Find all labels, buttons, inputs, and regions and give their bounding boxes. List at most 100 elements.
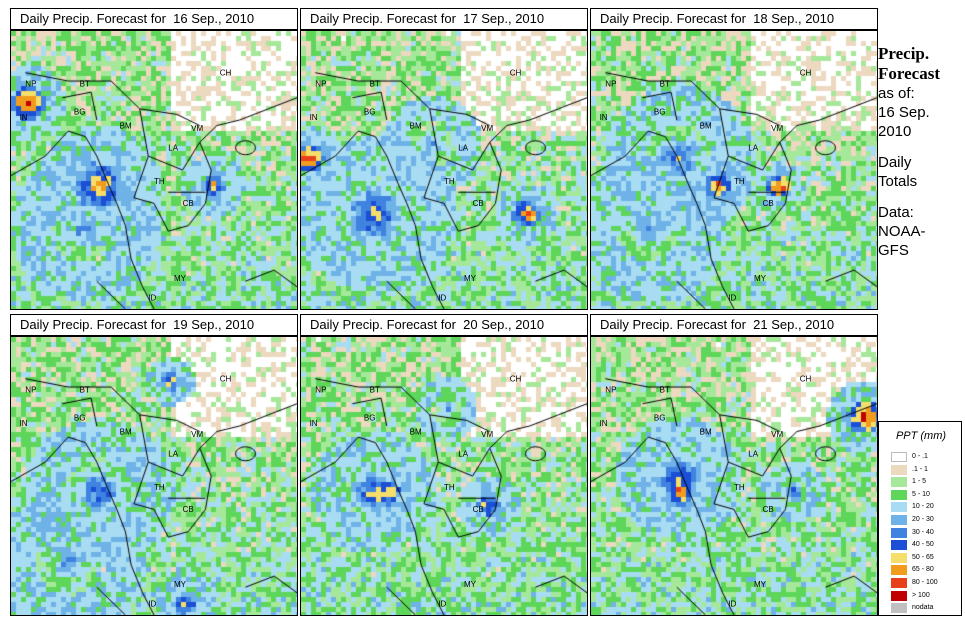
country-label-bt: BT (660, 386, 670, 395)
country-label-my: MY (174, 580, 187, 589)
country-labels: NP BT IN BG BM CH VM LA TH CB MY ID (310, 374, 522, 608)
country-label-np: NP (25, 80, 36, 89)
country-label-bt: BT (660, 80, 670, 89)
country-label-np: NP (315, 386, 326, 395)
forecast-panel-18-sep: Daily Precip. Forecast for 18 Sep., 2010… (590, 8, 880, 312)
country-label-my: MY (754, 274, 767, 283)
country-label-bg: BG (364, 413, 376, 422)
country-label-vm: VM (771, 124, 783, 133)
country-label-ch: CH (510, 374, 522, 383)
daily-label: Daily (878, 154, 912, 171)
panel-title: Daily Precip. Forecast for 16 Sep., 2010 (10, 8, 298, 30)
country-label-ch: CH (800, 374, 812, 383)
legend-label: nodata (912, 604, 934, 612)
country-label-my: MY (464, 274, 477, 283)
country-labels: NP BT IN BG BM CH VM LA TH CB MY ID (20, 68, 232, 303)
country-label-in: IN (20, 419, 28, 428)
country-label-in: IN (20, 113, 28, 122)
country-label-ch: CH (510, 68, 522, 77)
country-label-la: LA (748, 144, 758, 153)
country-label-bt: BT (80, 80, 90, 89)
country-label-id: ID (438, 294, 446, 303)
country-label-bt: BT (370, 80, 380, 89)
precip-raster (591, 31, 877, 309)
data-source-line2: GFS (878, 242, 909, 259)
country-label-id: ID (148, 294, 156, 303)
country-label-ch: CH (220, 374, 232, 383)
legend-label: 5 - 10 (912, 490, 930, 498)
forecast-panel-20-sep: Daily Precip. Forecast for 20 Sep., 2010… (300, 314, 590, 618)
forecast-panel-16-sep: Daily Precip. Forecast for 16 Sep., 2010… (10, 8, 300, 312)
legend-swatch (891, 540, 907, 551)
country-label-np: NP (25, 386, 36, 395)
country-label-vm: VM (191, 124, 203, 133)
country-label-bm: BM (120, 427, 132, 436)
panel-title: Daily Precip. Forecast for 17 Sep., 2010 (300, 8, 588, 30)
country-labels: NP BT IN BG BM CH VM LA TH CB MY ID (600, 68, 812, 303)
country-label-la: LA (458, 450, 468, 459)
country-label-la: LA (458, 144, 468, 153)
country-label-cb: CB (183, 199, 194, 208)
country-label-id: ID (728, 294, 736, 303)
as-of-label: as of: (878, 85, 915, 102)
country-label-np: NP (315, 80, 326, 89)
precip-map: NP BT IN BG BM CH VM LA TH CB MY ID (590, 30, 878, 310)
legend-label: 40 - 50 (912, 541, 934, 549)
legend-label: 65 - 80 (912, 566, 934, 574)
as-of-date-line1: 16 Sep. (878, 104, 930, 121)
panel-title: Daily Precip. Forecast for 18 Sep., 2010 (590, 8, 878, 30)
country-label-bg: BG (74, 413, 86, 422)
country-label-ch: CH (800, 68, 812, 77)
country-label-cb: CB (763, 505, 774, 514)
country-label-np: NP (605, 386, 616, 395)
forecast-panel-19-sep: Daily Precip. Forecast for 19 Sep., 2010… (10, 314, 300, 618)
country-label-cb: CB (473, 505, 484, 514)
panel-title: Daily Precip. Forecast for 19 Sep., 2010 (10, 314, 298, 336)
country-label-in: IN (310, 113, 318, 122)
country-label-np: NP (605, 80, 616, 89)
legend-swatch (891, 552, 907, 563)
forecast-panel-17-sep: Daily Precip. Forecast for 17 Sep., 2010… (300, 8, 590, 312)
legend-label: 1 - 5 (912, 478, 927, 486)
country-label-in: IN (310, 419, 318, 428)
precip-map: NP BT IN BG BM CH VM LA TH CB MY ID (300, 336, 588, 616)
legend-swatch (891, 578, 907, 588)
country-label-bg: BG (654, 107, 666, 116)
country-label-vm: VM (481, 124, 493, 133)
legend-label: .1 - 1 (912, 465, 928, 473)
legend-title: PPT (mm) (895, 430, 947, 442)
country-label-cb: CB (473, 199, 484, 208)
country-label-my: MY (754, 580, 767, 589)
precip-raster (301, 337, 587, 615)
legend-swatch (891, 477, 907, 488)
country-label-cb: CB (763, 199, 774, 208)
country-label-bm: BM (120, 121, 132, 130)
country-label-th: TH (154, 177, 165, 186)
country-label-bg: BG (364, 107, 376, 116)
data-label: Data: (878, 204, 914, 221)
precip-map: NP BT IN BG BM CH VM LA TH CB MY ID (300, 30, 588, 310)
precip-map: NP BT IN BG BM CH VM LA TH CB MY ID (590, 336, 878, 616)
country-label-th: TH (734, 483, 745, 492)
country-label-th: TH (734, 177, 745, 186)
country-label-vm: VM (771, 430, 783, 439)
forecast-panel-21-sep: Daily Precip. Forecast for 21 Sep., 2010… (590, 314, 880, 618)
country-label-in: IN (600, 419, 608, 428)
country-label-bm: BM (700, 427, 712, 436)
country-label-in: IN (600, 113, 608, 122)
country-labels: NP BT IN BG BM CH VM LA TH CB MY ID (20, 374, 232, 608)
precip-map: NP BT IN BG BM CH VM LA TH CB MY ID (10, 30, 298, 310)
country-label-bm: BM (410, 427, 422, 436)
legend-swatch (891, 565, 907, 576)
sidebar-title-line2: Forecast (878, 64, 940, 83)
country-label-bg: BG (74, 107, 86, 116)
country-label-my: MY (464, 580, 477, 589)
legend-swatch (891, 515, 907, 525)
precip-map: NP BT IN BG BM CH VM LA TH CB MY ID (10, 336, 298, 616)
country-label-la: LA (748, 450, 758, 459)
panel-title: Daily Precip. Forecast for 20 Sep., 2010 (300, 314, 588, 336)
precip-legend: PPT (mm) 0 - .1 .1 - 1 1 - 5 5 - 10 10 - 20 2… (878, 421, 962, 616)
legend-swatch (891, 464, 907, 475)
sidebar-title-line1: Precip. (878, 44, 930, 63)
country-label-bt: BT (370, 386, 380, 395)
